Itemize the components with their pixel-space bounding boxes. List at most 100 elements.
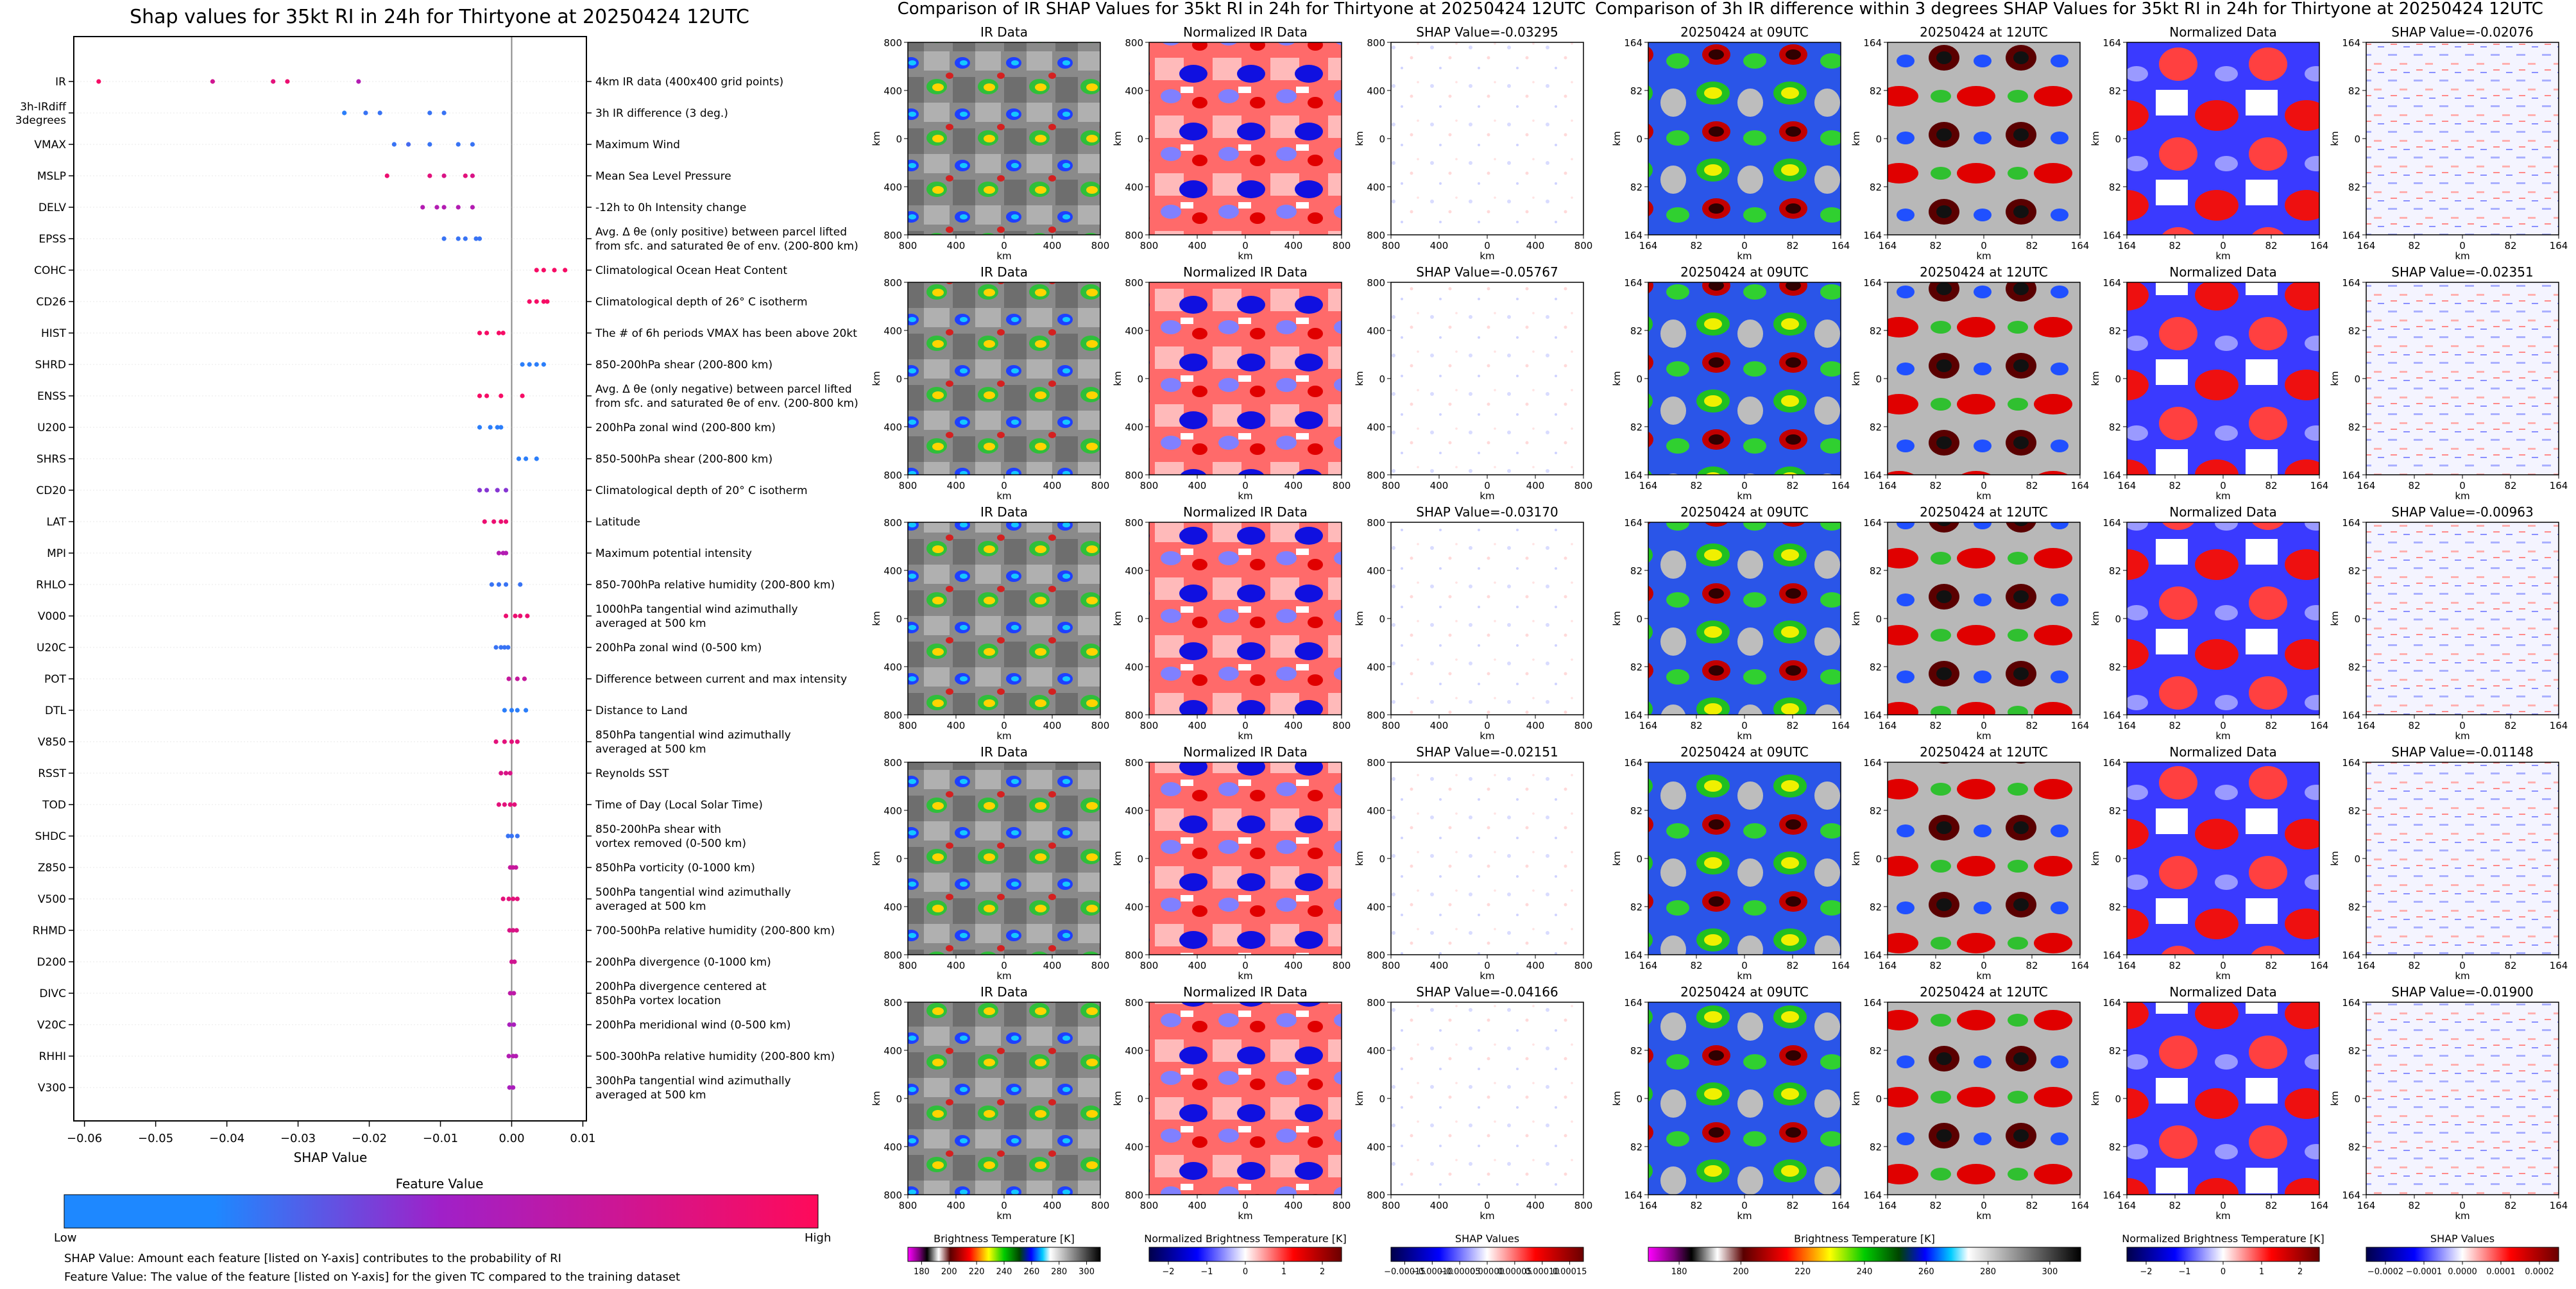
image-panel xyxy=(1648,42,1841,235)
y-tick-label: 800 xyxy=(883,950,902,961)
y-tick-label: 164 xyxy=(2103,37,2121,49)
y-tick-label: 164 xyxy=(1624,1190,1642,1201)
shap-point xyxy=(356,79,361,84)
y-tick-label: 800 xyxy=(883,1190,902,1201)
y-tick-label: 164 xyxy=(2103,277,2121,289)
panel-title: Normalized IR Data xyxy=(1183,504,1308,520)
feature-description: 200hPa divergence centered at xyxy=(595,980,767,993)
x-tick-label: 164 xyxy=(1639,960,1658,971)
x-tick-label: 400 xyxy=(1188,960,1207,971)
y-tick-label: 800 xyxy=(883,710,902,721)
y-axis-label: km xyxy=(1850,1091,1862,1105)
y-axis-label: km xyxy=(1850,371,1862,386)
feature-code-label: D200 xyxy=(37,956,66,969)
y-tick-label: 0 xyxy=(896,1093,902,1105)
x-tick-label: 400 xyxy=(1526,480,1545,491)
x-tick-label: 800 xyxy=(899,480,917,491)
x-tick-label: 164 xyxy=(1832,480,1850,491)
colorbar-label: SHAP Values xyxy=(2430,1233,2495,1245)
y-tick-label: 164 xyxy=(2103,230,2121,241)
x-tick-label: 400 xyxy=(1043,1200,1062,1211)
x-tick-label: 400 xyxy=(1043,240,1062,252)
y-tick-label: 164 xyxy=(2342,710,2360,721)
x-tick-label: 82 xyxy=(1786,1200,1798,1211)
y-tick-label: 0 xyxy=(1379,853,1385,865)
x-axis-label: km xyxy=(2455,970,2469,982)
x-tick-label: 82 xyxy=(2504,240,2516,252)
y-tick-label: 0 xyxy=(1379,133,1385,145)
y-tick-label: 0 xyxy=(2354,1093,2360,1105)
y-axis-label: km xyxy=(1354,1091,1365,1105)
feature-value-colorbar xyxy=(64,1194,819,1229)
x-tick-label: −0.06 xyxy=(67,1132,102,1145)
shap-point xyxy=(285,79,290,84)
shap-point xyxy=(511,928,516,933)
panel-title: Normalized Data xyxy=(2169,504,2277,520)
x-tick-label: 82 xyxy=(2408,1200,2420,1211)
y-tick-label: 164 xyxy=(1624,757,1642,769)
x-tick-label: 400 xyxy=(1043,960,1062,971)
y-tick-label: 400 xyxy=(883,325,902,337)
shap-point xyxy=(488,425,493,430)
colorbar-tick-label: 0.0002 xyxy=(2525,1267,2554,1277)
y-tick-label: 0 xyxy=(2115,1093,2121,1105)
x-tick-label: 800 xyxy=(1091,480,1110,491)
colorbar-tick-label: −2 xyxy=(1162,1267,1174,1277)
y-axis-label: km xyxy=(2329,1091,2341,1105)
x-tick-label: 400 xyxy=(1043,480,1062,491)
feature-description: from sfc. and saturated θe of env. (200-… xyxy=(595,397,858,410)
colorbar xyxy=(2366,1247,2559,1262)
x-axis-label: km xyxy=(2215,730,2230,742)
x-tick-label: 164 xyxy=(1879,960,1897,971)
y-tick-label: 400 xyxy=(883,182,902,193)
y-tick-label: 400 xyxy=(1367,805,1385,817)
y-tick-label: 164 xyxy=(1624,277,1642,289)
y-tick-label: 164 xyxy=(2103,950,2121,961)
x-axis-label: km xyxy=(1976,250,1991,262)
y-tick-label: 0 xyxy=(2354,373,2360,385)
shap-point xyxy=(515,708,520,713)
shap-title: Shap values for 35kt RI in 24h for Thirt… xyxy=(130,6,749,28)
image-panel xyxy=(1148,42,1342,235)
feature-description: 850hPa vortex location xyxy=(595,994,721,1007)
y-axis-label: km xyxy=(1850,851,1862,866)
y-tick-label: 164 xyxy=(2103,1190,2121,1201)
feature-code-label: COHC xyxy=(34,264,66,277)
colorbar-tick-label: 2 xyxy=(1320,1267,1325,1277)
x-tick-label: 0 xyxy=(1001,240,1007,252)
y-tick-label: 82 xyxy=(1630,1045,1642,1057)
x-tick-label: 164 xyxy=(2357,720,2376,731)
shap-point xyxy=(509,739,515,744)
y-tick-label: 800 xyxy=(883,230,902,241)
panel-title: Normalized IR Data xyxy=(1183,744,1308,760)
x-tick-label: 400 xyxy=(1526,1200,1545,1211)
x-tick-label: 164 xyxy=(1639,1200,1658,1211)
y-tick-label: 82 xyxy=(2348,325,2360,337)
shap-point xyxy=(496,802,502,807)
x-axis-label: km xyxy=(996,490,1011,502)
x-tick-label: 164 xyxy=(2310,960,2329,971)
image-panel xyxy=(2366,42,2559,235)
feature-code-label: 3h-IRdiff xyxy=(20,101,67,114)
y-axis-label: km xyxy=(1611,611,1623,626)
x-axis-label: km xyxy=(996,250,1011,262)
y-tick-label: 0 xyxy=(2115,373,2121,385)
y-tick-label: 164 xyxy=(2342,37,2360,49)
feature-code-label: LAT xyxy=(46,516,66,529)
feature-code-label: DELV xyxy=(38,201,66,214)
x-tick-label: 82 xyxy=(2504,1200,2516,1211)
y-tick-label: 0 xyxy=(1875,853,1882,865)
feature-colorbar-title: Feature Value xyxy=(396,1176,484,1191)
shap-point xyxy=(405,142,411,147)
shap-point xyxy=(477,330,482,336)
feature-description: 200hPa zonal wind (0-500 km) xyxy=(595,642,762,654)
shap-point xyxy=(342,110,347,115)
feature-description: 4km IR data (400x400 grid points) xyxy=(595,76,783,89)
x-tick-label: 400 xyxy=(1430,1200,1449,1211)
shap-point xyxy=(518,582,523,587)
shap-point xyxy=(496,582,502,587)
x-axis-label: km xyxy=(1480,1210,1494,1222)
x-axis-label: km xyxy=(1737,1210,1752,1222)
x-tick-label: 164 xyxy=(2071,240,2090,252)
